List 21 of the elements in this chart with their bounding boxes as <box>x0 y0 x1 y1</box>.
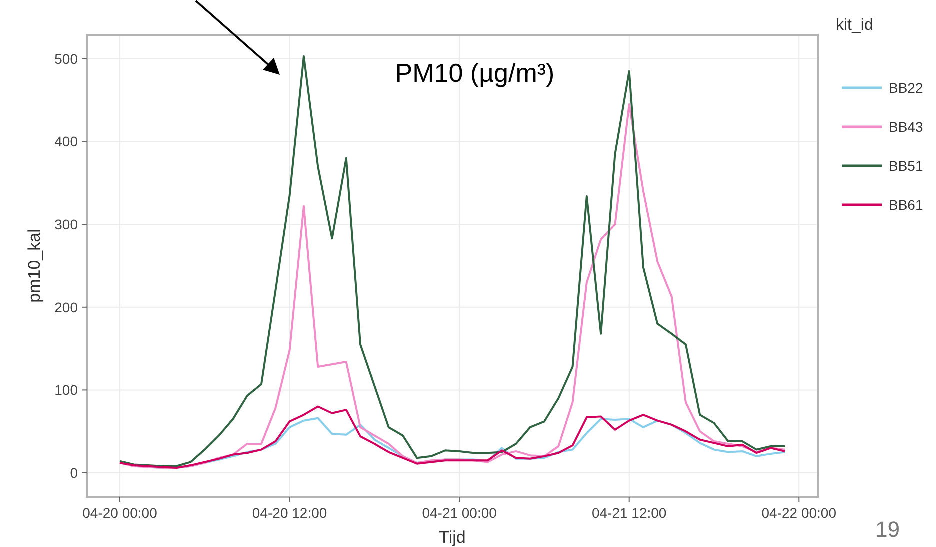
y-tick-label: 300 <box>54 216 78 232</box>
y-tick-label: 500 <box>54 50 78 67</box>
text: 19 <box>876 517 900 542</box>
line-series <box>119 406 786 470</box>
y-tick-label: 200 <box>54 299 78 316</box>
legend-label: BB61 <box>889 196 924 213</box>
y-tick-label: 0 <box>70 464 78 481</box>
x-tick-label: 04-20 00:00 <box>82 505 158 521</box>
x-tick-label: 04-20 12:00 <box>252 505 328 521</box>
x-axis-title: Tijd <box>439 528 466 547</box>
y-tick-label: 100 <box>54 382 78 398</box>
legend-label: BB22 <box>889 80 924 96</box>
legend-label: BB43 <box>889 118 924 135</box>
text: PM10 (µg/m³) <box>395 58 555 88</box>
x-tick-label: 04-21 12:00 <box>592 505 667 521</box>
y-axis-title: pm10_kal <box>25 229 44 303</box>
y-tick-label: 400 <box>54 134 78 150</box>
legend-label: BB51 <box>889 158 924 174</box>
x-tick-label: 04-21 00:00 <box>422 505 498 521</box>
legend-title: kit_id <box>836 17 874 34</box>
x-tick-label: 04-22 00:00 <box>762 505 837 521</box>
